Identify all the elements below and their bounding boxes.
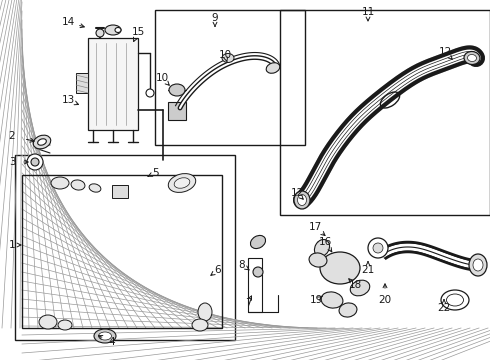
Ellipse shape [441,290,469,310]
Ellipse shape [446,294,464,306]
Ellipse shape [320,252,360,284]
Ellipse shape [297,194,307,206]
Ellipse shape [174,178,190,188]
Ellipse shape [222,54,234,63]
Text: 18: 18 [348,280,362,290]
Ellipse shape [294,191,310,209]
Circle shape [253,267,263,277]
Ellipse shape [192,319,208,331]
Circle shape [31,158,39,166]
Ellipse shape [169,84,185,96]
Ellipse shape [469,254,487,276]
Ellipse shape [198,303,212,321]
Text: 20: 20 [378,295,392,305]
Ellipse shape [464,51,480,64]
Bar [155,10,305,145]
Ellipse shape [350,280,370,296]
Bar [22,175,222,328]
Bar [88,38,138,130]
Circle shape [368,238,388,258]
Ellipse shape [115,27,121,32]
Ellipse shape [98,332,112,340]
Text: 7: 7 [245,298,251,308]
Ellipse shape [467,54,476,62]
Ellipse shape [168,174,196,192]
Text: 11: 11 [362,7,375,17]
Circle shape [96,29,104,37]
Text: 21: 21 [362,265,375,275]
Bar [280,10,490,215]
Text: 15: 15 [131,27,145,37]
Text: 12: 12 [439,47,452,57]
Bar [248,258,262,312]
Text: 3: 3 [9,157,15,167]
Ellipse shape [89,184,101,192]
Text: 9: 9 [212,13,219,23]
Text: 14: 14 [61,17,74,27]
Ellipse shape [58,320,72,330]
Text: 22: 22 [438,303,451,313]
Bar [15,155,235,340]
Ellipse shape [39,315,57,329]
Bar [76,73,88,93]
Ellipse shape [71,180,85,190]
Text: 10: 10 [219,50,232,60]
Ellipse shape [94,329,116,343]
Ellipse shape [51,177,69,189]
Circle shape [373,243,383,253]
Ellipse shape [315,239,330,257]
Text: 5: 5 [152,168,158,178]
Text: 12: 12 [291,188,304,198]
Ellipse shape [38,139,47,145]
Text: 6: 6 [215,265,221,275]
Text: 4: 4 [109,337,115,347]
Text: 13: 13 [61,95,74,105]
Bar [168,102,186,120]
Text: 2: 2 [9,131,15,141]
Bar [112,185,128,198]
Text: 10: 10 [155,73,169,83]
Text: 19: 19 [309,295,322,305]
Ellipse shape [309,253,327,267]
Ellipse shape [473,259,483,271]
Text: 16: 16 [318,237,332,247]
Ellipse shape [33,135,51,149]
Text: 1: 1 [9,240,15,250]
Bar [22,175,222,328]
Ellipse shape [339,303,357,317]
Text: 17: 17 [308,222,321,232]
Ellipse shape [250,235,266,248]
Ellipse shape [321,292,343,308]
Ellipse shape [105,25,121,35]
Text: 8: 8 [239,260,245,270]
Circle shape [27,154,43,170]
Circle shape [146,89,154,97]
Ellipse shape [266,63,280,73]
